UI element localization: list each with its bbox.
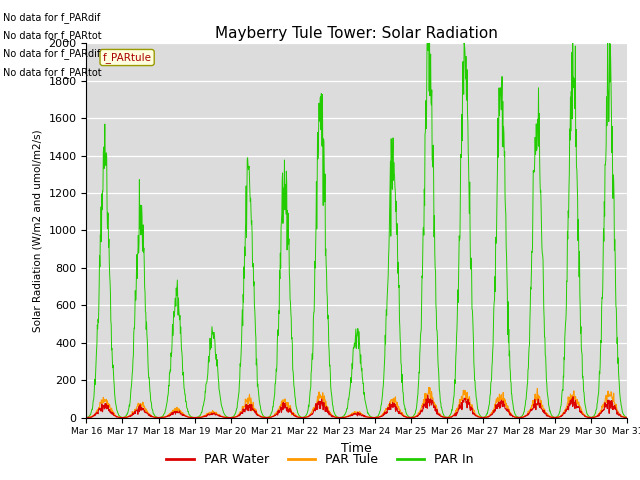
PAR In [623, 415, 631, 420]
Text: No data for f_PARtot: No data for f_PARtot [3, 30, 102, 41]
Title: Mayberry Tule Tower: Solar Radiation: Mayberry Tule Tower: Solar Radiation [216, 25, 498, 41]
Text: No data for f_PARtot: No data for f_PARtot [3, 67, 102, 78]
PAR Water [559, 411, 567, 417]
PAR Tule [189, 415, 197, 420]
Text: f_PARtule: f_PARtule [102, 52, 152, 63]
PAR In [203, 380, 211, 386]
PAR Water [189, 415, 197, 420]
Line: PAR Water: PAR Water [86, 395, 627, 418]
Text: No data for f_PARdif: No data for f_PARdif [3, 48, 100, 60]
PAR Water [512, 414, 520, 420]
Line: PAR Tule: PAR Tule [86, 387, 627, 418]
Line: PAR In: PAR In [86, 10, 627, 418]
PAR In [425, 7, 433, 12]
Text: No data for f_PARdif: No data for f_PARdif [3, 12, 100, 23]
PAR Tule [623, 415, 631, 420]
Y-axis label: Solar Radiation (W/m2 and umol/m2/s): Solar Radiation (W/m2 and umol/m2/s) [33, 129, 43, 332]
PAR Tule [559, 409, 567, 415]
PAR In [263, 415, 271, 420]
PAR Tule [263, 415, 271, 420]
PAR In [83, 415, 90, 420]
PAR Water [263, 415, 271, 420]
PAR Tule [512, 414, 520, 420]
PAR Water [203, 413, 211, 419]
PAR Water [623, 415, 631, 420]
PAR In [559, 373, 567, 379]
PAR Tule [83, 415, 90, 420]
PAR Water [83, 415, 90, 420]
PAR Water [441, 415, 449, 420]
PAR Tule [203, 412, 211, 418]
PAR Tule [441, 414, 449, 420]
PAR Tule [425, 384, 433, 390]
Legend: PAR Water, PAR Tule, PAR In: PAR Water, PAR Tule, PAR In [161, 448, 479, 471]
PAR In [512, 412, 520, 418]
PAR In [441, 414, 449, 420]
X-axis label: Time: Time [341, 442, 372, 455]
PAR In [189, 415, 197, 420]
PAR Water [424, 392, 431, 398]
